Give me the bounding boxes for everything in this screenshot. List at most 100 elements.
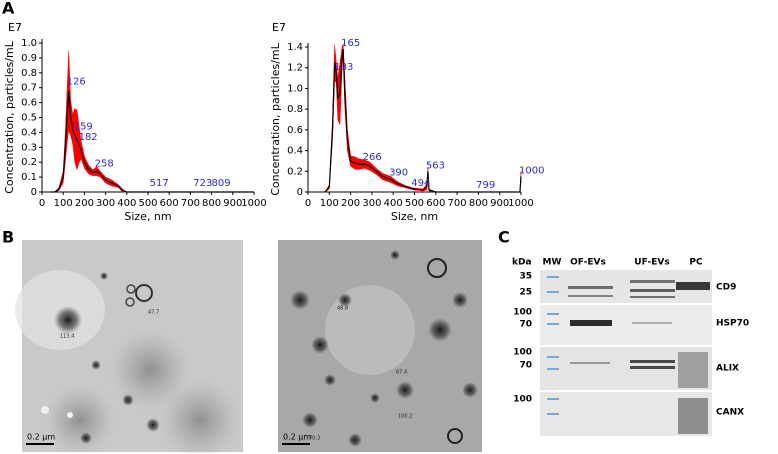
- row-label: CANX: [716, 408, 744, 418]
- tem-vesicle: [390, 250, 400, 260]
- band: [630, 296, 675, 298]
- tem-vesicle: [122, 394, 134, 406]
- tem-vesicle: [452, 292, 468, 308]
- band: [632, 322, 672, 324]
- tem-light: [325, 285, 415, 375]
- tem-dot: [41, 406, 49, 414]
- x-tick-label: 600: [160, 198, 179, 209]
- panel-label: B: [2, 228, 14, 247]
- tem-vesicle: [338, 293, 352, 307]
- tem-vesicle: [428, 318, 452, 342]
- y-tick-label: 0: [297, 187, 303, 198]
- tem-size: 70.3: [309, 436, 320, 442]
- peak-label: 266: [363, 152, 382, 163]
- band: [568, 295, 613, 297]
- x-tick-label: 800: [202, 198, 221, 209]
- tem-image: 47.7 113.4 0.2 µm: [15, 240, 243, 454]
- marker: 100: [513, 348, 532, 358]
- ladder-band: [547, 398, 559, 400]
- peak-label: 809: [212, 178, 231, 189]
- tem-vesicle: [290, 290, 310, 310]
- tem-haze: [160, 380, 240, 454]
- peak-label: 390: [389, 168, 408, 179]
- y-tick-label: 0.4: [287, 146, 303, 157]
- tem-haze: [110, 330, 190, 410]
- y-tick-label: 0.3: [21, 142, 37, 153]
- peak-label: 258: [95, 159, 114, 170]
- x-tick-label: 200: [341, 198, 360, 209]
- ladder-band: [547, 356, 559, 358]
- tem-size: 47.7: [148, 310, 159, 316]
- mean-line: [50, 90, 254, 193]
- marker: 70: [519, 320, 532, 330]
- y-tick-label: 1.2: [287, 63, 303, 74]
- y-tick-label: 0.5: [21, 113, 37, 124]
- tem-vesicle: [100, 272, 108, 280]
- scale-bar-label: 0.2 µm: [27, 433, 55, 442]
- x-tick-label: 700: [181, 198, 200, 209]
- lane-label: UF-EVs: [634, 258, 669, 268]
- y-multiplier: E7: [8, 21, 22, 34]
- scale-bar-label: 0.2 µm: [283, 433, 311, 442]
- ladder-band: [547, 368, 559, 370]
- x-tick-label: 500: [138, 198, 157, 209]
- x-axis-label: Size, nm: [391, 210, 438, 223]
- tem-vesicle: [54, 306, 82, 334]
- error-band: [324, 43, 522, 193]
- marker: 100: [513, 308, 532, 318]
- panel-label: A: [2, 0, 15, 18]
- y-axis-label: Concentration, particles/mL: [269, 42, 282, 195]
- x-tick-label: 0: [305, 198, 311, 209]
- y-tick-label: 0: [31, 187, 37, 198]
- peak-label: 182: [79, 132, 98, 143]
- blot-strip: [540, 392, 712, 436]
- band: [630, 366, 675, 369]
- x-tick-label: 0: [39, 198, 45, 209]
- x-tick-label: 200: [75, 198, 94, 209]
- lane-label: OF-EVs: [570, 258, 606, 268]
- y-tick-label: 0.8: [21, 68, 37, 79]
- peak-label: 1000: [519, 165, 544, 176]
- y-tick-label: 0.2: [21, 157, 37, 168]
- marker: 100: [513, 395, 532, 405]
- peak-label: 159: [74, 121, 93, 132]
- x-tick-label: 300: [96, 198, 115, 209]
- tem-vesicle: [447, 428, 463, 444]
- tem-dot: [67, 412, 73, 418]
- y-tick-label: 1.4: [287, 42, 303, 53]
- row-label: CD9: [716, 283, 736, 293]
- x-tick-label: 500: [405, 198, 424, 209]
- peak-label: 126: [67, 77, 86, 88]
- blot-strip: [540, 347, 712, 390]
- tem-image: 48.8 67.4 70.3 100.2 0.2 µm: [278, 240, 482, 452]
- y-tick-label: 1.0: [287, 83, 303, 94]
- y-axis-label: Concentration, particles/mL: [3, 40, 16, 193]
- peak-label: 799: [476, 180, 495, 191]
- peak-label: 165: [341, 38, 360, 49]
- tem-vesicle: [348, 433, 362, 447]
- tem-vesicle: [462, 382, 478, 398]
- peak-label: 133: [334, 62, 353, 73]
- marker: 70: [519, 361, 532, 371]
- y-tick-label: 0.6: [287, 125, 303, 136]
- bands: [568, 280, 710, 434]
- tem-vesicle: [80, 432, 92, 444]
- x-tick-label: 800: [469, 198, 488, 209]
- y-tick-label: 1.0: [21, 38, 37, 49]
- ladder-band: [547, 313, 559, 315]
- tem-haze: [45, 385, 115, 454]
- x-tick-label: 400: [117, 198, 136, 209]
- band: [568, 286, 613, 289]
- peak-label: 517: [150, 178, 169, 189]
- tem-vesicle: [396, 381, 414, 399]
- tem-vesicle: [91, 360, 101, 370]
- ladder-band: [547, 291, 559, 293]
- row-label: ALIX: [716, 364, 739, 374]
- band: [676, 282, 710, 290]
- y-tick-label: 0.1: [21, 172, 37, 183]
- y-tick-label: 0.9: [21, 53, 37, 64]
- y-multiplier: E7: [272, 21, 286, 34]
- x-tick-label: 400: [384, 198, 403, 209]
- ladder-band: [547, 323, 559, 325]
